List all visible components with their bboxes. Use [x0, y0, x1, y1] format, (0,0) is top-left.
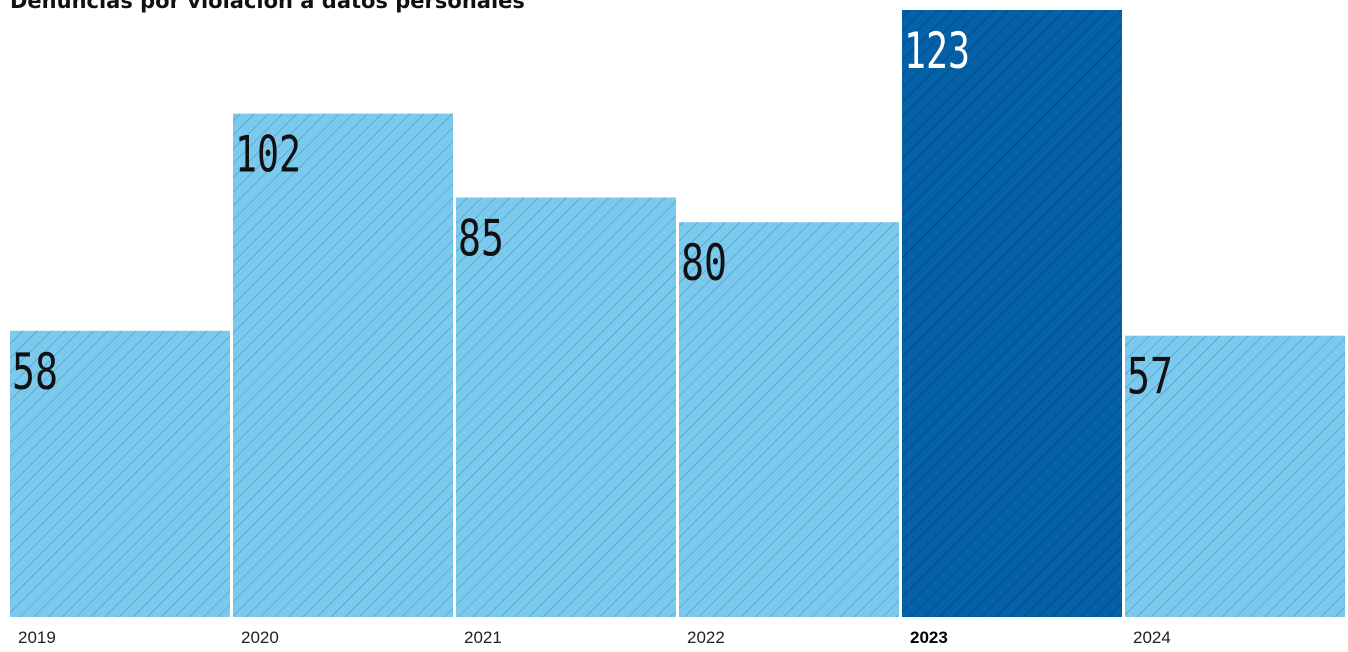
bar-2024: [1125, 335, 1345, 617]
year-label-2023: 2023: [910, 628, 948, 647]
year-label-2019: 2019: [18, 628, 56, 647]
bar-2022: [679, 222, 899, 617]
value-label-2021: 85: [458, 210, 504, 268]
year-label-2021: 2021: [464, 628, 502, 647]
chart-title: Denuncias por violación a datos personal…: [10, 0, 525, 13]
year-label-2020: 2020: [241, 628, 279, 647]
bar-2020: [233, 113, 453, 617]
value-label-2023: 123: [904, 22, 970, 80]
bars-group: [10, 10, 1345, 617]
value-labels-group: 58 102 85 80 123 57: [12, 22, 1173, 406]
bar-2021: [456, 197, 676, 617]
bar-2019: [10, 330, 230, 617]
bar-2023: [902, 10, 1122, 617]
value-label-2024: 57: [1127, 348, 1173, 406]
year-labels-group: 2019 2020 2021 2022 2023 2024: [18, 628, 1171, 647]
value-label-2022: 80: [681, 234, 727, 292]
year-label-2022: 2022: [687, 628, 725, 647]
value-label-2019: 58: [12, 343, 58, 401]
year-label-2024: 2024: [1133, 628, 1171, 647]
value-label-2020: 102: [235, 126, 301, 184]
